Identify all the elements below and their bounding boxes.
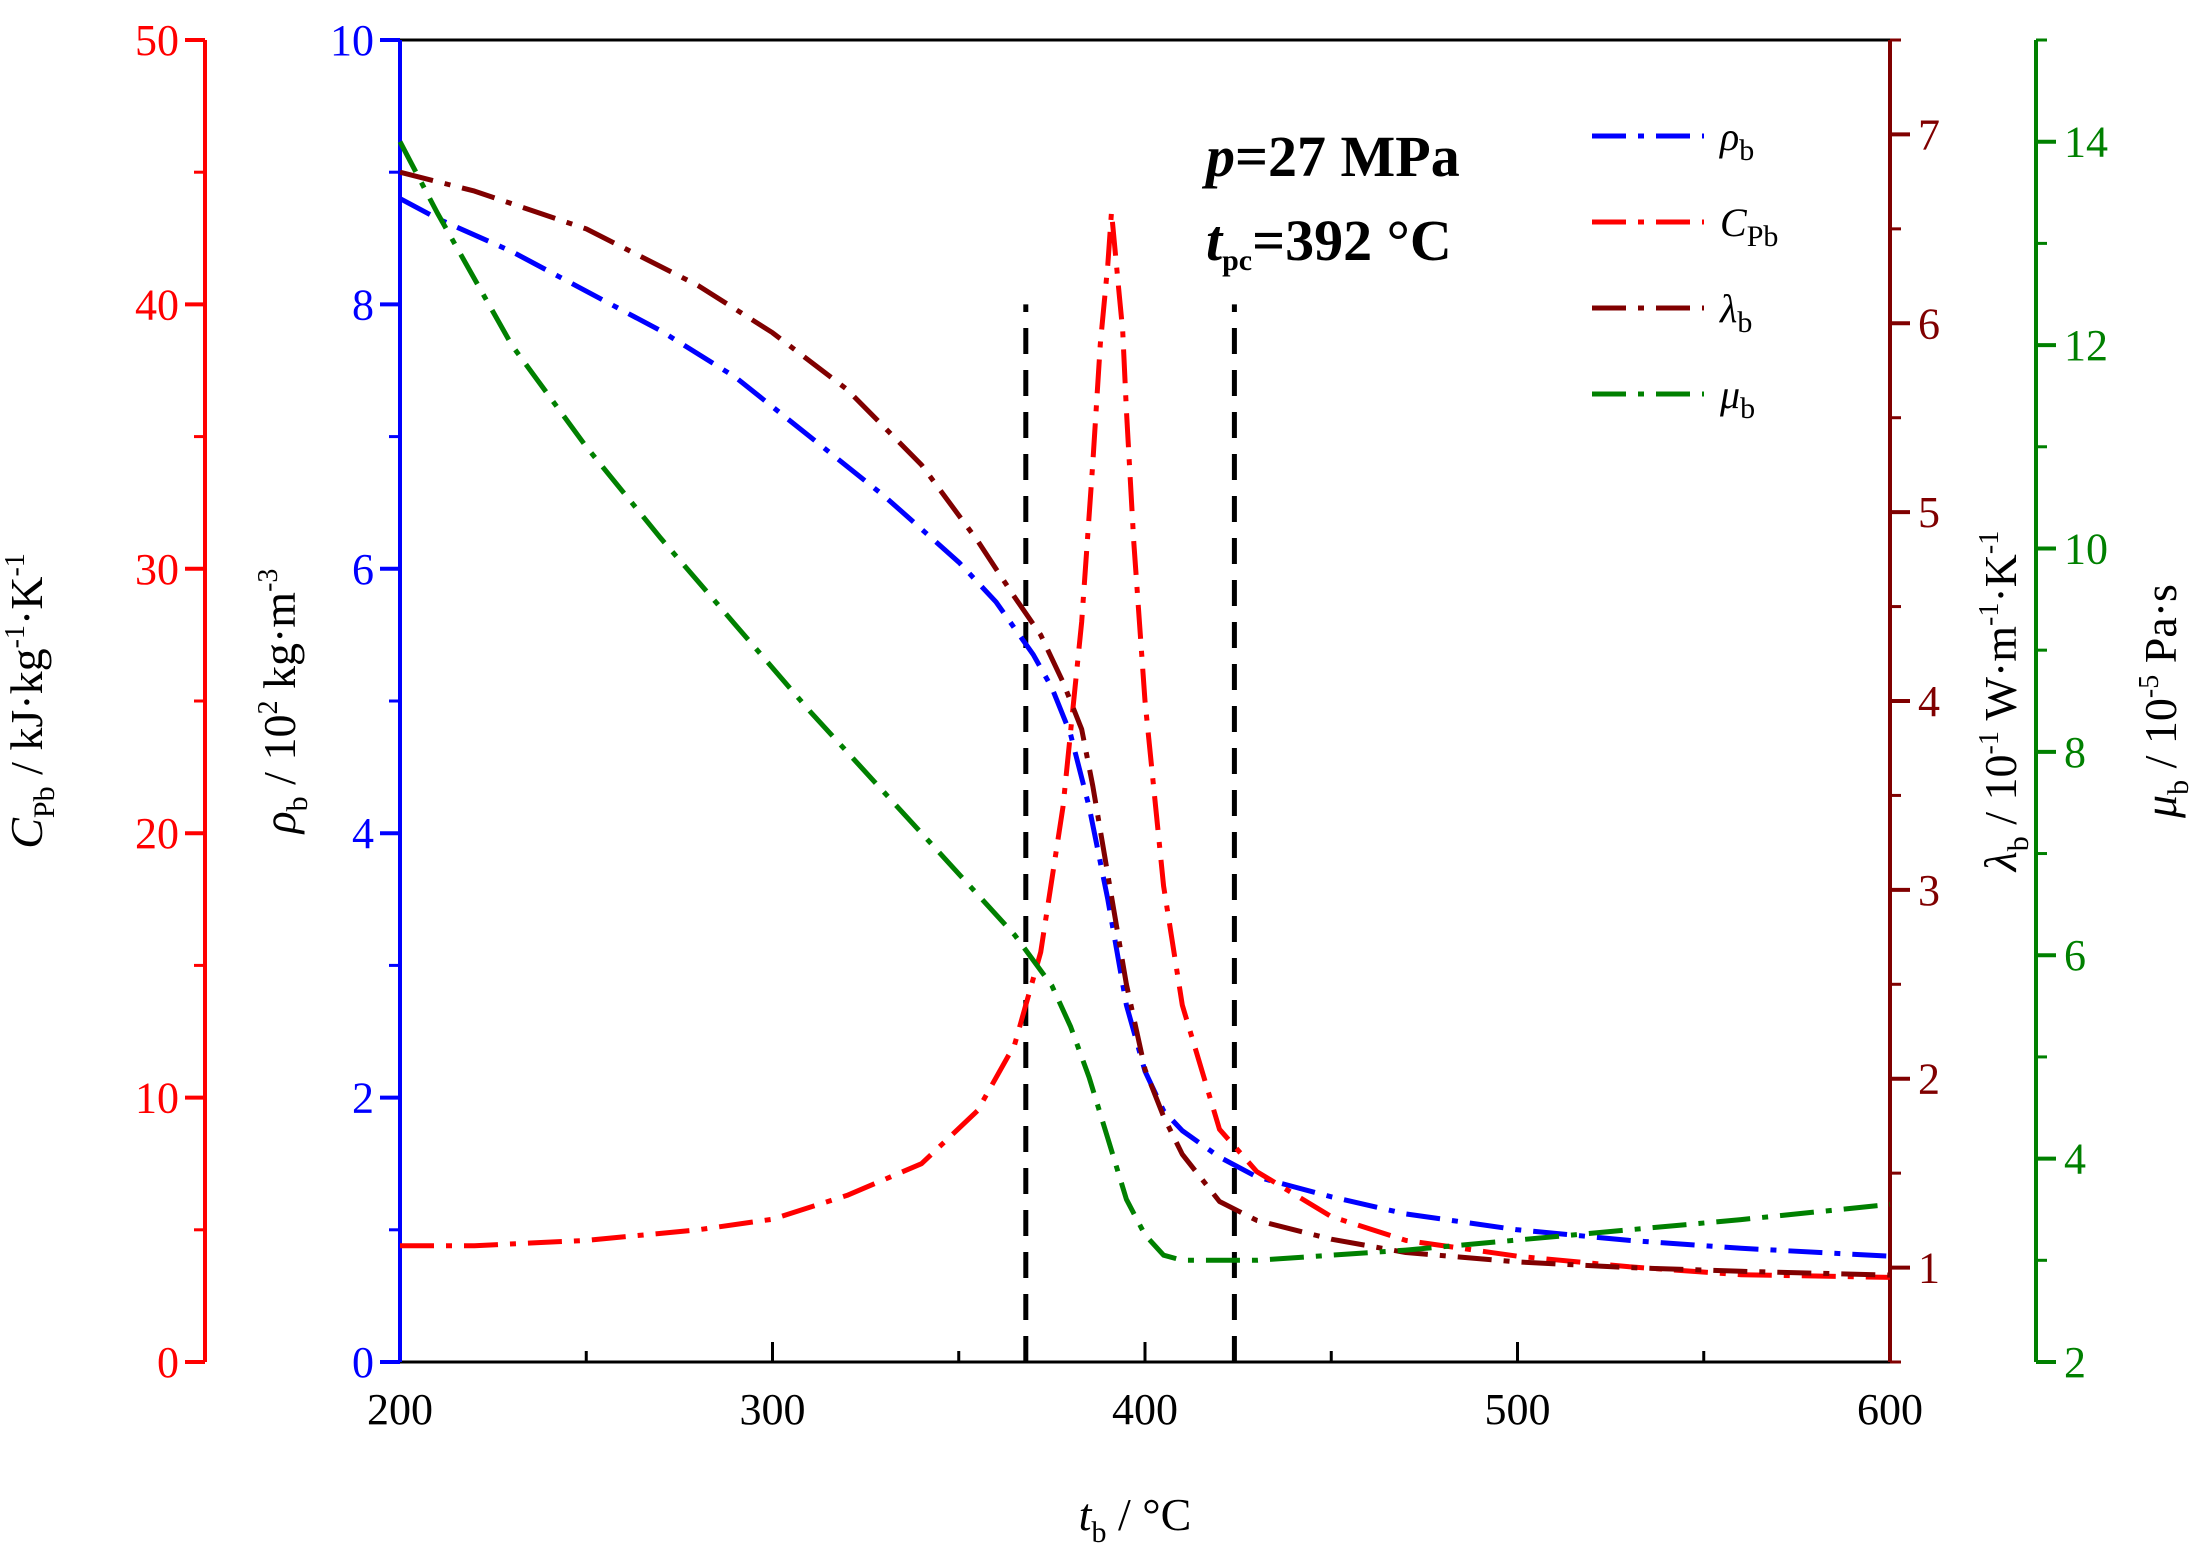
annotation-tpc: tpc=392 °C xyxy=(1206,208,1452,277)
y-tick-label-rho: 4 xyxy=(352,809,374,858)
y-tick-label-lambda: 3 xyxy=(1918,866,1940,915)
legend-label-1: ρb xyxy=(1718,114,1754,167)
y-tick-label-lambda: 7 xyxy=(1918,110,1940,159)
y-axis-title-lambda: λb / 10-1 W·m-1·K-1 xyxy=(1974,531,2035,873)
y-tick-label-cp: 0 xyxy=(157,1338,179,1387)
series-line-1 xyxy=(398,196,1891,1259)
series-layer xyxy=(397,140,1891,1280)
y-tick-label-lambda: 4 xyxy=(1918,677,1940,726)
series-line-4 xyxy=(397,140,1891,1263)
y-tick-label-cp: 50 xyxy=(135,16,179,65)
y-tick-label-lambda: 6 xyxy=(1918,299,1940,348)
annotation: p=27 MPa tpc=392 °C xyxy=(1201,124,1460,277)
y-axis-title-rho: ρb / 102 kg·m-3 xyxy=(253,569,314,836)
annotation-pressure: p=27 MPa xyxy=(1201,124,1460,189)
legend-label-3: λb xyxy=(1719,286,1752,339)
series-line-2 xyxy=(400,209,1891,1280)
legend-label-2: CPb xyxy=(1720,200,1778,253)
x-tick-label: 300 xyxy=(740,1385,806,1434)
y-tick-label-mu: 6 xyxy=(2064,931,2086,980)
y-tick-label-lambda: 5 xyxy=(1918,488,1940,537)
y-tick-label-mu: 10 xyxy=(2064,524,2108,573)
y-tick-label-mu: 4 xyxy=(2064,1135,2086,1184)
y-axis-cp: 0 10 20 30 40 50 CPb / kJ·kg-1·K-1 xyxy=(0,16,207,1387)
y-tick-label-mu: 8 xyxy=(2064,728,2086,777)
x-tick-label: 600 xyxy=(1857,1385,1923,1434)
y-tick-label-rho: 8 xyxy=(352,280,374,329)
y-axis-title-cp: CPb / kJ·kg-1·K-1 xyxy=(0,553,61,849)
y-axis-mu: 2 4 6 8 10 12 14 μb / 10-5 Pa·s xyxy=(2034,38,2195,1387)
legend-label-4: μb xyxy=(1719,372,1755,425)
x-tick-label: 500 xyxy=(1485,1385,1551,1434)
series-line-3 xyxy=(399,169,1891,1278)
y-tick-label-lambda: 2 xyxy=(1918,1055,1940,1104)
y-tick-label-mu: 2 xyxy=(2064,1338,2086,1387)
y-tick-label-cp: 30 xyxy=(135,545,179,594)
y-axis-title-mu: μb / 10-5 Pa·s xyxy=(2134,584,2195,819)
reference-lines xyxy=(1023,304,1237,1362)
x-tick-label: 200 xyxy=(367,1385,433,1434)
y-tick-label-rho: 0 xyxy=(352,1338,374,1387)
x-axis-title: tb / °C xyxy=(1079,1489,1192,1549)
y-tick-label-lambda: 1 xyxy=(1918,1244,1940,1293)
y-axis-rho: 0 2 4 6 8 10 ρb / 102 kg·m-3 xyxy=(253,16,402,1387)
legend: ρb CPb λb μb xyxy=(1592,114,1778,425)
y-tick-label-cp: 20 xyxy=(135,809,179,858)
y-tick-label-rho: 10 xyxy=(330,16,374,65)
y-tick-label-rho: 2 xyxy=(352,1074,374,1123)
y-tick-label-mu: 12 xyxy=(2064,321,2108,370)
x-tick-label: 400 xyxy=(1112,1385,1178,1434)
y-tick-label-mu: 14 xyxy=(2064,118,2108,167)
y-tick-label-cp: 10 xyxy=(135,1074,179,1123)
y-tick-label-cp: 40 xyxy=(135,280,179,329)
y-tick-label-rho: 6 xyxy=(352,545,374,594)
y-axis-lambda: 1 2 3 4 5 6 7 λb / 10-1 W·m-1·K-1 xyxy=(1888,38,2035,1364)
